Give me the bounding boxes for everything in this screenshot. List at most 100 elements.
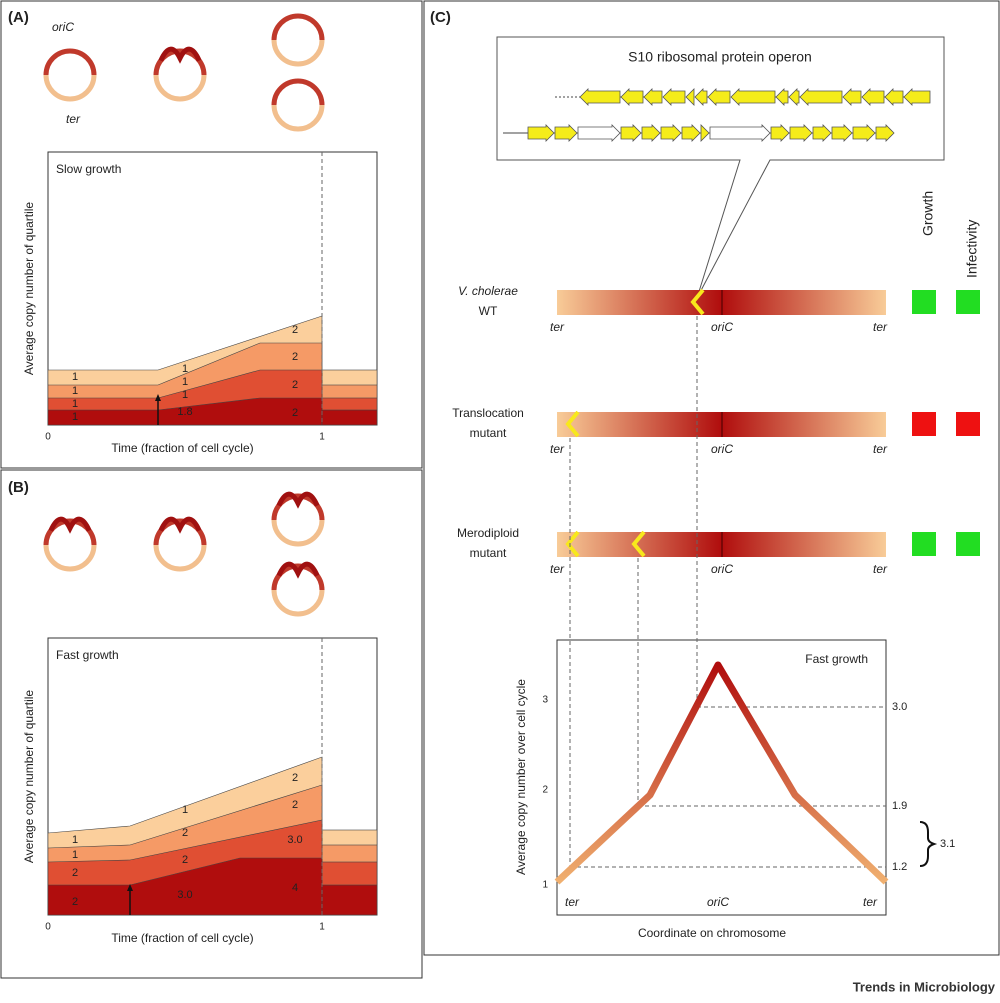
panel-frame	[0, 469, 423, 979]
plot-title: Fast growth	[56, 648, 119, 662]
level-label: 1.9	[892, 800, 907, 812]
x-tick-label: oriC	[707, 895, 729, 909]
x-tick-label: 0	[45, 432, 51, 443]
strain-name: V. cholerae	[458, 284, 518, 298]
chromosome	[271, 13, 325, 41]
chromosome	[271, 563, 325, 591]
gene	[852, 124, 876, 142]
x-tick-label: 1	[319, 922, 325, 933]
footer: Trends in Microbiology	[853, 979, 996, 994]
gene	[788, 88, 800, 106]
chromosome	[43, 544, 97, 572]
arrow-head	[155, 394, 161, 401]
layer-label: 1	[182, 363, 188, 375]
gene	[875, 124, 895, 142]
layer-label: 2	[292, 351, 298, 363]
layer-label: 2	[72, 867, 78, 879]
chromosome-icons	[43, 13, 325, 617]
x-tick-label: ter	[863, 895, 878, 909]
layer	[321, 884, 378, 916]
strain-name: mutant	[470, 426, 507, 440]
chromosome-bars: V. cholerae WT ter oriC ter Translocation muta…	[452, 284, 980, 576]
phenotype-box	[956, 290, 980, 314]
layer-label: 1	[72, 371, 78, 383]
gene	[775, 88, 789, 106]
layer-label: 1	[72, 398, 78, 410]
panel-frame	[0, 0, 423, 469]
layer-label: 3.0	[287, 834, 302, 846]
level-label: 3.0	[892, 701, 907, 713]
origin-label: oriC	[52, 20, 74, 34]
arrow-head	[127, 884, 133, 891]
x-tick-label: ter	[565, 895, 580, 909]
gene	[660, 124, 682, 142]
layer-label: 4	[292, 882, 298, 894]
phenotype-box	[912, 290, 936, 314]
level-label: 1.2	[892, 861, 907, 873]
bar-label: oriC	[711, 562, 733, 576]
layer-label: 2	[182, 854, 188, 866]
phenotype-box	[956, 532, 980, 556]
bar-label: ter	[550, 562, 565, 576]
bar-label: oriC	[711, 442, 733, 456]
gene	[620, 124, 642, 142]
gene	[579, 88, 621, 106]
plot-title: Slow growth	[56, 162, 121, 176]
phenotype-label: Infectivity	[964, 220, 980, 278]
gene	[685, 88, 695, 106]
phenotype-box	[912, 532, 936, 556]
gene	[799, 88, 843, 106]
gene-arrows	[503, 88, 931, 142]
gene	[709, 124, 771, 142]
panel-label: (B)	[8, 479, 29, 496]
replication-fork	[276, 491, 320, 509]
y-tick-label: 3	[542, 695, 548, 706]
y-tick-label: 2	[542, 785, 548, 796]
brace	[919, 821, 938, 867]
replication-fork	[276, 561, 320, 579]
copy-number-line	[554, 661, 889, 885]
layer-label: 2	[292, 407, 298, 419]
panel-label: (C)	[430, 9, 451, 26]
chromosome	[153, 48, 207, 76]
layer-label: 1	[182, 376, 188, 388]
insertion	[631, 530, 646, 558]
operon-title: S10 ribosomal protein operon	[628, 49, 812, 65]
insertion	[565, 410, 580, 438]
layer	[321, 409, 378, 426]
layer-label: 1	[72, 385, 78, 397]
plot-frame	[556, 639, 887, 916]
chromosome	[271, 78, 325, 106]
layer-label: 3.0	[177, 889, 192, 901]
layer-label: 2	[182, 827, 188, 839]
x-axis-label: Time (fraction of cell cycle)	[111, 931, 253, 945]
gene	[861, 88, 885, 106]
insertion	[690, 288, 705, 316]
strain-name: Merodiploid	[457, 526, 519, 540]
chromosome	[271, 519, 325, 547]
gene	[812, 124, 832, 142]
gene	[681, 124, 701, 142]
plot: Slow growth Average copy number of quarti…	[22, 151, 378, 455]
chromosome	[271, 493, 325, 521]
gene	[643, 88, 663, 106]
panel-label: (A)	[8, 9, 29, 26]
strain-name: mutant	[470, 546, 507, 560]
y-tick-label: 1	[542, 880, 548, 891]
gene	[903, 88, 931, 106]
layer-label: 1.8	[177, 406, 192, 418]
gene	[527, 124, 555, 142]
replication-fork	[158, 516, 202, 534]
chromosome	[153, 544, 207, 572]
insertion	[565, 530, 580, 558]
chromosome	[43, 74, 97, 102]
layer-label: 2	[292, 324, 298, 336]
gene	[884, 88, 904, 106]
layer-label: 2	[72, 896, 78, 908]
bar-label: ter	[873, 442, 888, 456]
gene	[620, 88, 644, 106]
terminus-label: ter	[66, 112, 81, 126]
layer-label: 1	[182, 804, 188, 816]
